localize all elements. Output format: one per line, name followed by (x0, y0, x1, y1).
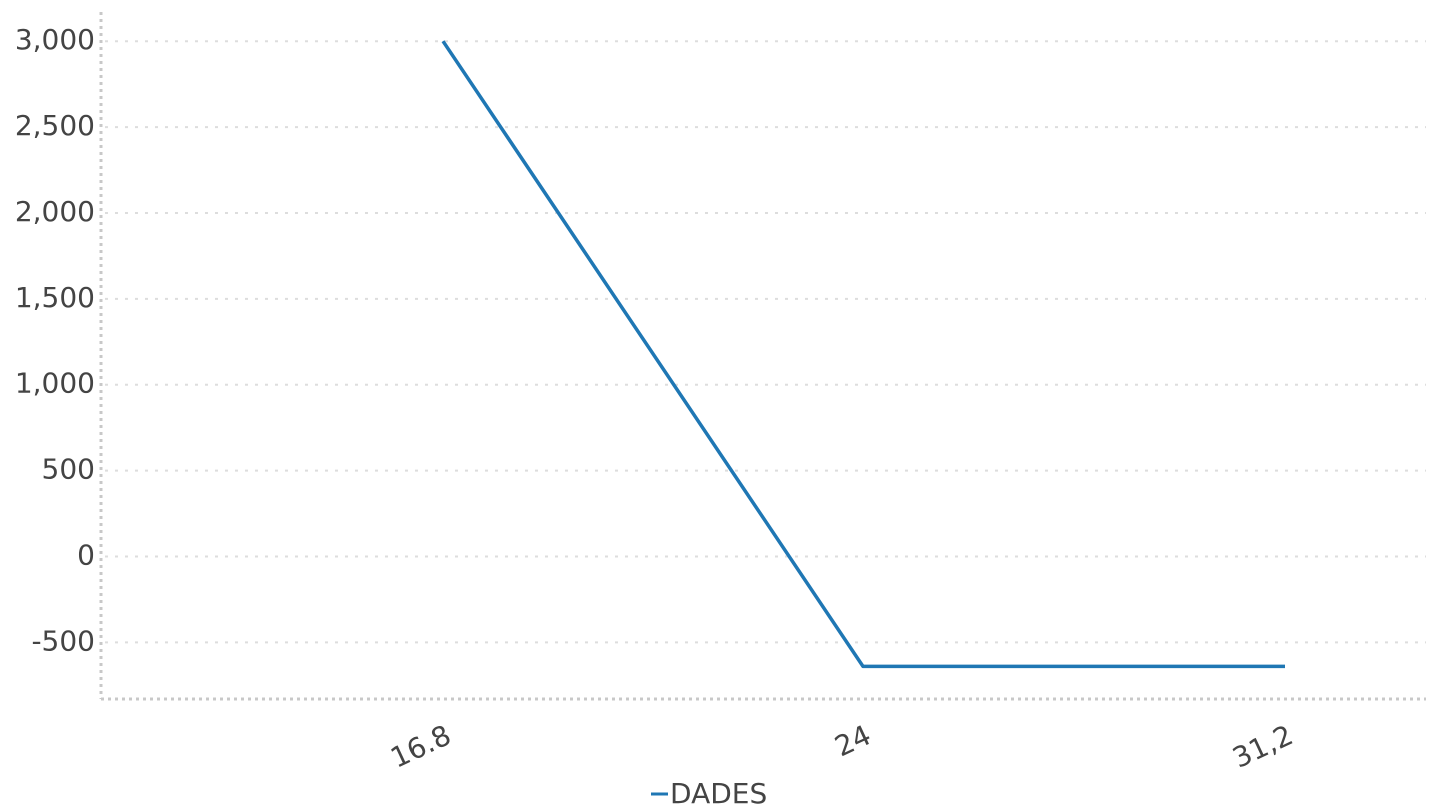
y-tick-label: 2,500 (15, 109, 95, 142)
y-tick-label: 0 (77, 538, 95, 571)
x-tick-labels: 16.8 24 31,2 (386, 718, 1298, 774)
legend-label: DADES (670, 777, 767, 807)
y-tick-label: 3,000 (15, 23, 95, 56)
y-tick-labels: 3,000 2,500 2,000 1,500 1,000 500 0 -500 (15, 23, 95, 657)
y-tick-label: 500 (42, 453, 95, 486)
y-tick-label: 2,000 (15, 195, 95, 228)
series (441, 40, 1285, 669)
y-tick-label: 1,000 (15, 367, 95, 400)
axes (99, 12, 1426, 701)
x-tick-label: 31,2 (1228, 718, 1298, 774)
series-line[interactable] (441, 40, 1285, 669)
x-tick-label: 24 (830, 718, 876, 763)
y-tick-label: 1,500 (15, 281, 95, 314)
y-tick-label: -500 (31, 624, 95, 657)
legend[interactable]: DADES (651, 777, 767, 807)
grid-lines (105, 40, 1426, 644)
x-tick-label: 16.8 (386, 718, 456, 774)
